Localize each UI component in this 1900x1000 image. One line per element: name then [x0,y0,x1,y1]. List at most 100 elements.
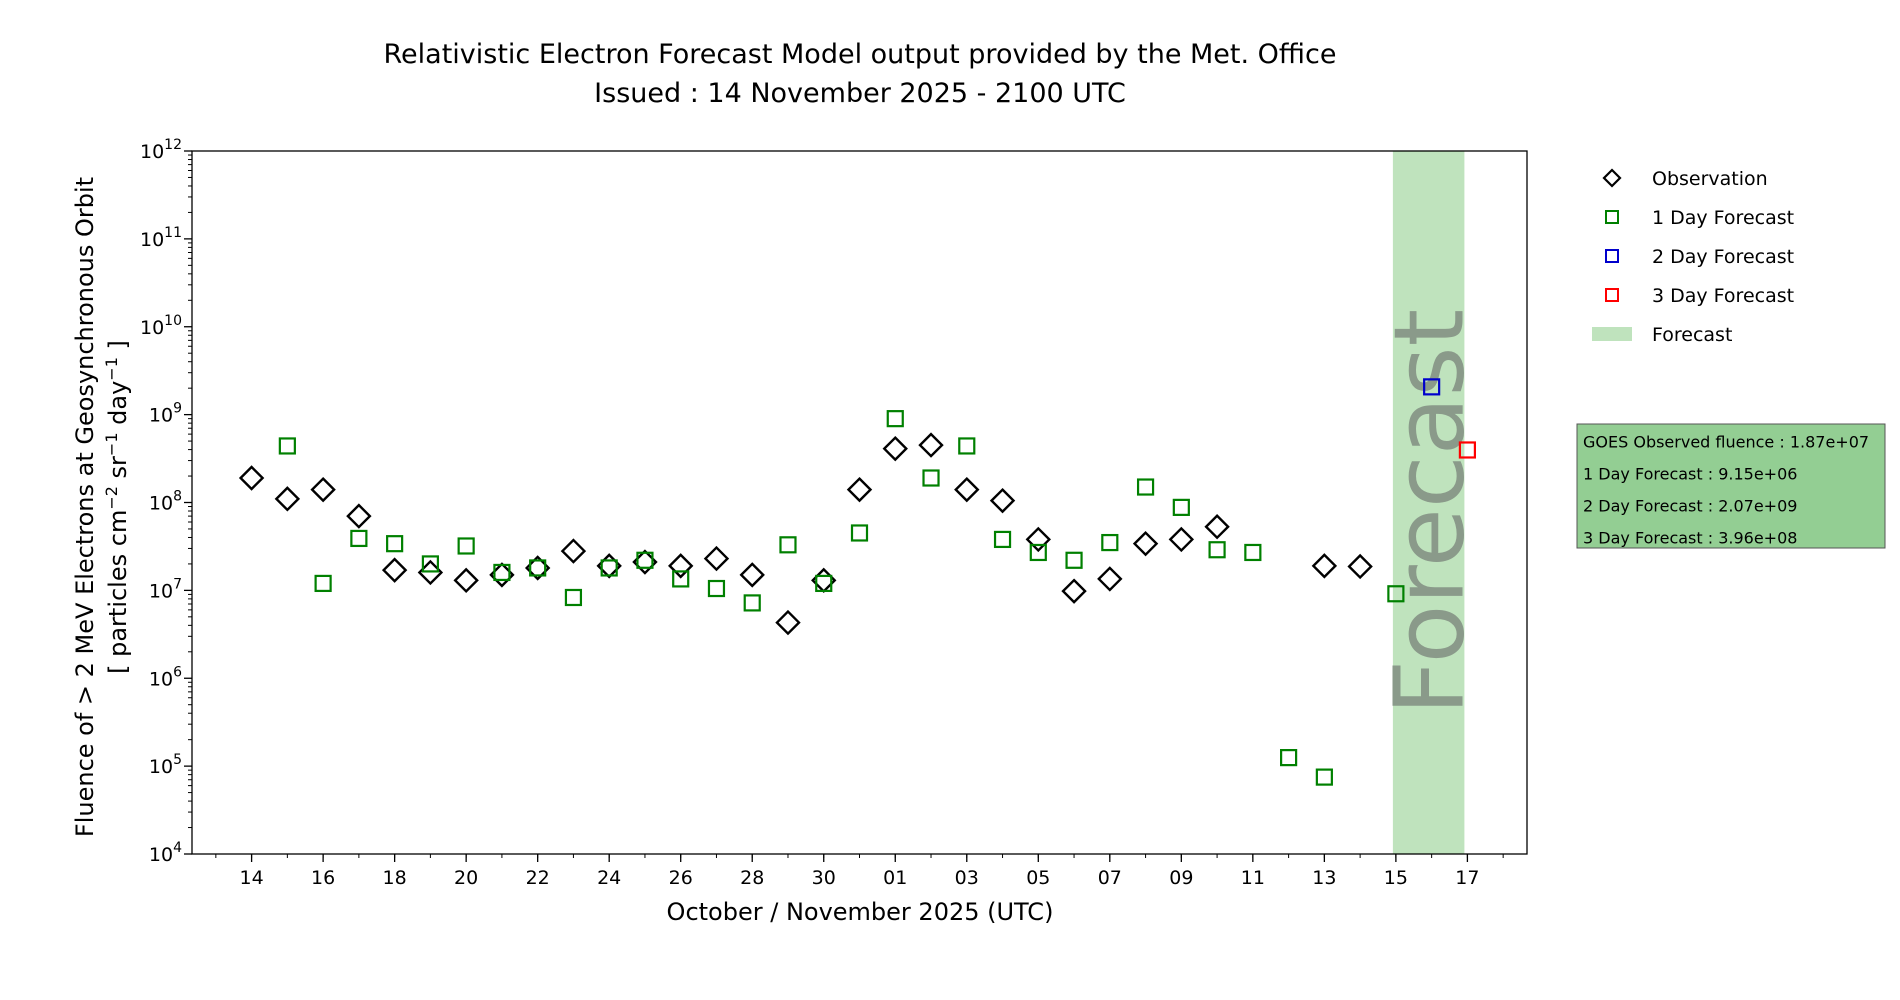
1-day-forecast-marker [387,536,402,551]
1-day-forecast-marker [959,438,974,453]
observation-marker [1135,533,1157,555]
legend-forecast-swatch [1592,327,1632,341]
observation-marker [849,479,871,501]
legend-3-day-forecast-swatch [1606,289,1618,301]
1-day-forecast-marker [709,581,724,596]
plot-frame [192,151,1527,854]
x-axis-ticks: 141618202224262830010305070911131517 [216,854,1503,889]
observation-marker [455,569,477,591]
x-tick-label: 30 [812,867,836,889]
1-day-forecast-marker [1102,535,1117,550]
observation-marker [276,488,298,510]
x-tick-label: 18 [383,867,407,889]
observation-marker [1349,555,1371,577]
1-day-forecast-marker [852,525,867,540]
1-day-forecast-marker [924,471,939,486]
y-axis-units-text: [ particles cm [104,510,132,674]
observation-marker [384,559,406,581]
observation-marker [1206,516,1228,538]
x-tick-label: 14 [240,867,264,889]
1-day-forecast-marker [1138,480,1153,495]
y-axis-label-units: [ particles cm−2 sr−1 day−1 ] [102,340,132,674]
1-day-forecast-marker [1245,545,1260,560]
x-tick-label: 09 [1169,867,1193,889]
legend-3-day-forecast-label: 3 Day Forecast [1652,285,1794,307]
observation-marker [1063,580,1085,602]
y-tick-label: 106 [149,664,182,690]
1-day-forecast-marker [351,531,366,546]
legend-observation-swatch [1604,170,1620,186]
1-day-forecast-marker [745,595,760,610]
1-day-forecast-marker [566,590,581,605]
x-tick-label: 16 [311,867,335,889]
observation-marker [1170,528,1192,550]
y-tick-label: 105 [149,752,182,778]
1-day-forecast-marker [494,565,509,580]
info-2day-forecast: 2 Day Forecast : 2.07e+09 [1583,497,1797,516]
x-tick-label: 05 [1026,867,1050,889]
y-tick-label: 107 [149,576,182,602]
y-tick-label: 1010 [140,313,182,339]
observation-marker [777,612,799,634]
y-axis-ticks: 104 105 106 107 108 109 1010 1011 1012 [140,137,192,866]
x-tick-label: 22 [526,867,550,889]
chart-subtitle: Issued : 14 November 2025 - 2100 UTC [594,78,1126,109]
legend-2-day-forecast-swatch [1606,250,1618,262]
1-day-forecast-marker [780,537,795,552]
x-tick-label: 07 [1098,867,1122,889]
1-day-forecast-marker [1317,770,1332,785]
1-day-forecast-marker [1031,545,1046,560]
x-tick-label: 03 [955,867,979,889]
observation-marker [241,467,263,489]
observation-marker [1313,555,1335,577]
1-day-forecast-marker [816,576,831,591]
1-day-forecast-marker [1067,553,1082,568]
1-day-forecast-marker [316,576,331,591]
info-box: GOES Observed fluence : 1.87e+07 1 Day F… [1577,424,1885,548]
y-tick-label: 109 [149,401,182,427]
y-tick-label: 104 [149,840,182,866]
legend-forecast-label: Forecast [1652,324,1732,346]
x-tick-label: 11 [1241,867,1265,889]
1-day-forecast-marker [1210,542,1225,557]
1-day-forecast-marker [1174,500,1189,515]
legend-1-day-forecast-swatch [1606,211,1618,223]
1-day-forecast-marker [1281,750,1296,765]
x-axis-label: October / November 2025 (UTC) [667,898,1054,926]
y-tick-label: 1011 [140,225,182,251]
observation-marker [956,479,978,501]
y-tick-label: 108 [149,489,182,515]
1-day-forecast-marker [280,438,295,453]
x-tick-label: 13 [1312,867,1336,889]
x-tick-label: 20 [454,867,478,889]
observation-marker [562,540,584,562]
y-axis-label: Fluence of > 2 MeV Electrons at Geosynch… [71,177,132,837]
x-tick-label: 28 [740,867,764,889]
observation-marker [1099,568,1121,590]
1-day-forecast-marker [995,532,1010,547]
observation-marker [992,490,1014,512]
x-tick-label: 15 [1384,867,1408,889]
1-day-forecast-marker [459,538,474,553]
y-tick-label: 1012 [140,137,182,163]
observation-marker [741,564,763,586]
y-axis-label-line1: Fluence of > 2 MeV Electrons at Geosynch… [71,177,99,837]
legend: Observation 1 Day Forecast 2 Day Forecast 3… [1592,168,1794,346]
x-tick-label: 01 [883,867,907,889]
chart-title: Relativistic Electron Forecast Model out… [384,39,1337,70]
info-goes-observed: GOES Observed fluence : 1.87e+07 [1583,433,1869,452]
observation-marker [920,434,942,456]
info-1day-forecast: 1 Day Forecast : 9.15e+06 [1583,465,1797,484]
1-day-forecast-marker [888,411,903,426]
legend-1-day-forecast-label: 1 Day Forecast [1652,207,1794,229]
x-tick-label: 26 [669,867,693,889]
forecast-band-label: Forecast [1374,309,1486,715]
observation-marker [884,438,906,460]
observation-marker [312,479,334,501]
legend-observation-label: Observation [1652,168,1768,190]
x-tick-label: 24 [597,867,621,889]
1-day-forecast-marker [423,556,438,571]
info-3day-forecast: 3 Day Forecast : 3.96e+08 [1583,529,1797,548]
legend-2-day-forecast-label: 2 Day Forecast [1652,246,1794,268]
